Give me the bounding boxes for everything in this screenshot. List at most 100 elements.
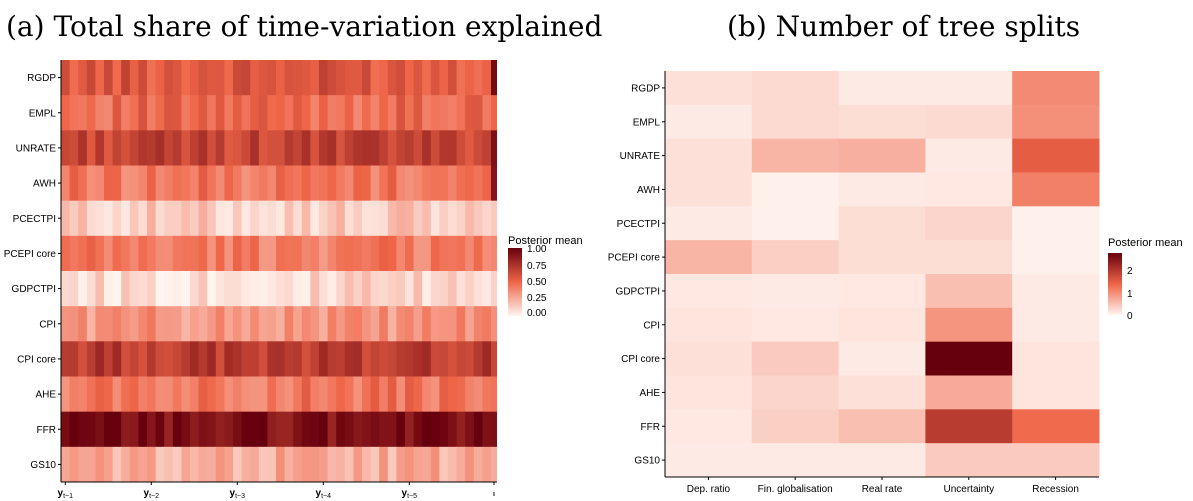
heatmap-a-cell: [301, 200, 311, 237]
heatmap-a-cell: [456, 376, 466, 413]
heatmap-b-row-label: RGDP: [631, 83, 660, 94]
heatmap-a-cell: [129, 200, 139, 237]
heatmap-a-cell: [172, 200, 182, 237]
heatmap-a-cell: [258, 376, 268, 413]
heatmap-a-cell: [121, 341, 131, 377]
heatmap-a-cell: [387, 200, 397, 237]
heatmap-a-cell: [147, 271, 157, 307]
heatmap-a-cell: [95, 306, 105, 342]
heatmap-a-cell: [181, 376, 191, 413]
heatmap-a-row-label: RGDP: [27, 73, 56, 84]
heatmap-a-cell: [241, 235, 251, 272]
heatmap-a-cell: [155, 341, 165, 377]
heatmap-a-cell: [138, 306, 148, 342]
heatmap-a-cell: [439, 341, 449, 377]
heatmap-b-cell: [1012, 443, 1100, 478]
heatmap-a-cell: [207, 130, 217, 166]
heatmap-a-cell: [198, 130, 208, 166]
heatmap-a-cell: [121, 271, 131, 307]
heatmap-a-cell: [448, 306, 458, 342]
heatmap-a-cell: [198, 271, 208, 307]
heatmap-a-cell: [181, 200, 191, 237]
heatmap-b-cell: [751, 274, 840, 309]
heatmap-a-cell: [250, 411, 260, 448]
heatmap-a-cell: [482, 130, 492, 166]
heatmap-a-cell: [301, 411, 311, 448]
heatmap-a-cell: [370, 95, 380, 131]
heatmap-a-cell: [379, 200, 389, 237]
heatmap-a-cell: [258, 235, 268, 272]
heatmap-a-cell: [78, 235, 88, 272]
heatmap-b-row-label: UNRATE: [620, 151, 661, 162]
heatmap-a-cell: [233, 376, 243, 413]
heatmap-a-cell: [465, 341, 475, 377]
heatmap-a-cell: [198, 376, 208, 413]
heatmap-a-cell: [473, 60, 483, 96]
heatmap-a-cell: [456, 235, 466, 272]
heatmap-a-row-label: UNRATE: [16, 143, 57, 154]
heatmap-a-cell: [61, 130, 71, 166]
heatmap-a-cell: [155, 411, 165, 448]
heatmap-a-cell: [448, 411, 458, 448]
heatmap-a-cell: [129, 341, 139, 377]
heatmap-a-cell: [370, 446, 380, 483]
heatmap-a-cell: [310, 235, 320, 272]
heatmap-a-cell: [61, 60, 71, 96]
heatmap-a-cell: [405, 130, 415, 166]
heatmap-a-cell: [465, 271, 475, 307]
heatmap-a-cell: [491, 271, 497, 307]
heatmap-a-cell: [61, 235, 71, 272]
heatmap-a-cell: [362, 60, 372, 96]
heatmap-a-cell: [155, 165, 165, 202]
heatmap-a-cell: [422, 341, 432, 377]
heatmap-a-cell: [293, 200, 303, 237]
heatmap-a-cell: [241, 376, 251, 413]
heatmap-a-cell: [224, 446, 234, 483]
heatmap-a-cell: [353, 341, 363, 377]
heatmap-a-cell: [241, 130, 251, 166]
heatmap-a-cell: [224, 60, 234, 96]
heatmap-b-cell: [665, 240, 753, 275]
heatmap-a-cell: [362, 411, 372, 448]
heatmap-b-cell: [838, 341, 926, 376]
heatmap-a-cell: [121, 130, 131, 166]
heatmap-a-cell: [370, 341, 380, 377]
heatmap-a-col-label: yt−2: [144, 488, 160, 500]
heatmap-a-cell: [155, 200, 165, 237]
heatmap-b-cell: [751, 443, 840, 478]
heatmap-a-cell: [276, 306, 286, 342]
heatmap-a-cell: [310, 446, 320, 483]
heatmap-a-cell: [370, 376, 380, 413]
heatmap-a-cell: [344, 376, 354, 413]
heatmap-b-cell: [665, 138, 753, 173]
legend-a: Posterior mean 1.00 0.75 0.50 0.25 0.00: [508, 235, 583, 319]
heatmap-b-cell: [751, 172, 840, 207]
heatmap-b-cell: [665, 206, 753, 241]
heatmap-a-cell: [301, 165, 311, 202]
heatmap-b-cell: [1012, 341, 1100, 376]
heatmap-a-cell: [198, 235, 208, 272]
heatmap-a-cell: [448, 130, 458, 166]
heatmap-a-cell: [190, 95, 200, 131]
heatmap-a-cell: [336, 446, 346, 483]
heatmap-a-cell: [78, 446, 88, 483]
heatmap-a-cell: [215, 341, 225, 377]
heatmap-a-cell: [129, 376, 139, 413]
heatmap-a-cell: [258, 200, 268, 237]
heatmap-a-cell: [267, 235, 277, 272]
heatmap-a-cell: [387, 376, 397, 413]
heatmap-a-cell: [405, 271, 415, 307]
heatmap-a-cell: [301, 95, 311, 131]
heatmap-a-cell: [387, 411, 397, 448]
heatmap-a-cell: [327, 95, 337, 131]
heatmap-a-cell: [207, 376, 217, 413]
heatmap-a-cell: [112, 411, 122, 448]
heatmap-a-cell: [387, 306, 397, 342]
heatmap-a-cell: [69, 60, 79, 96]
heatmap-a-cell: [473, 200, 483, 237]
heatmap-b-cell: [751, 409, 840, 444]
heatmap-a-cell: [121, 306, 131, 342]
heatmap-a-cell: [413, 235, 423, 272]
heatmap-a-cell: [422, 200, 432, 237]
heatmap-a-cell: [224, 95, 234, 131]
